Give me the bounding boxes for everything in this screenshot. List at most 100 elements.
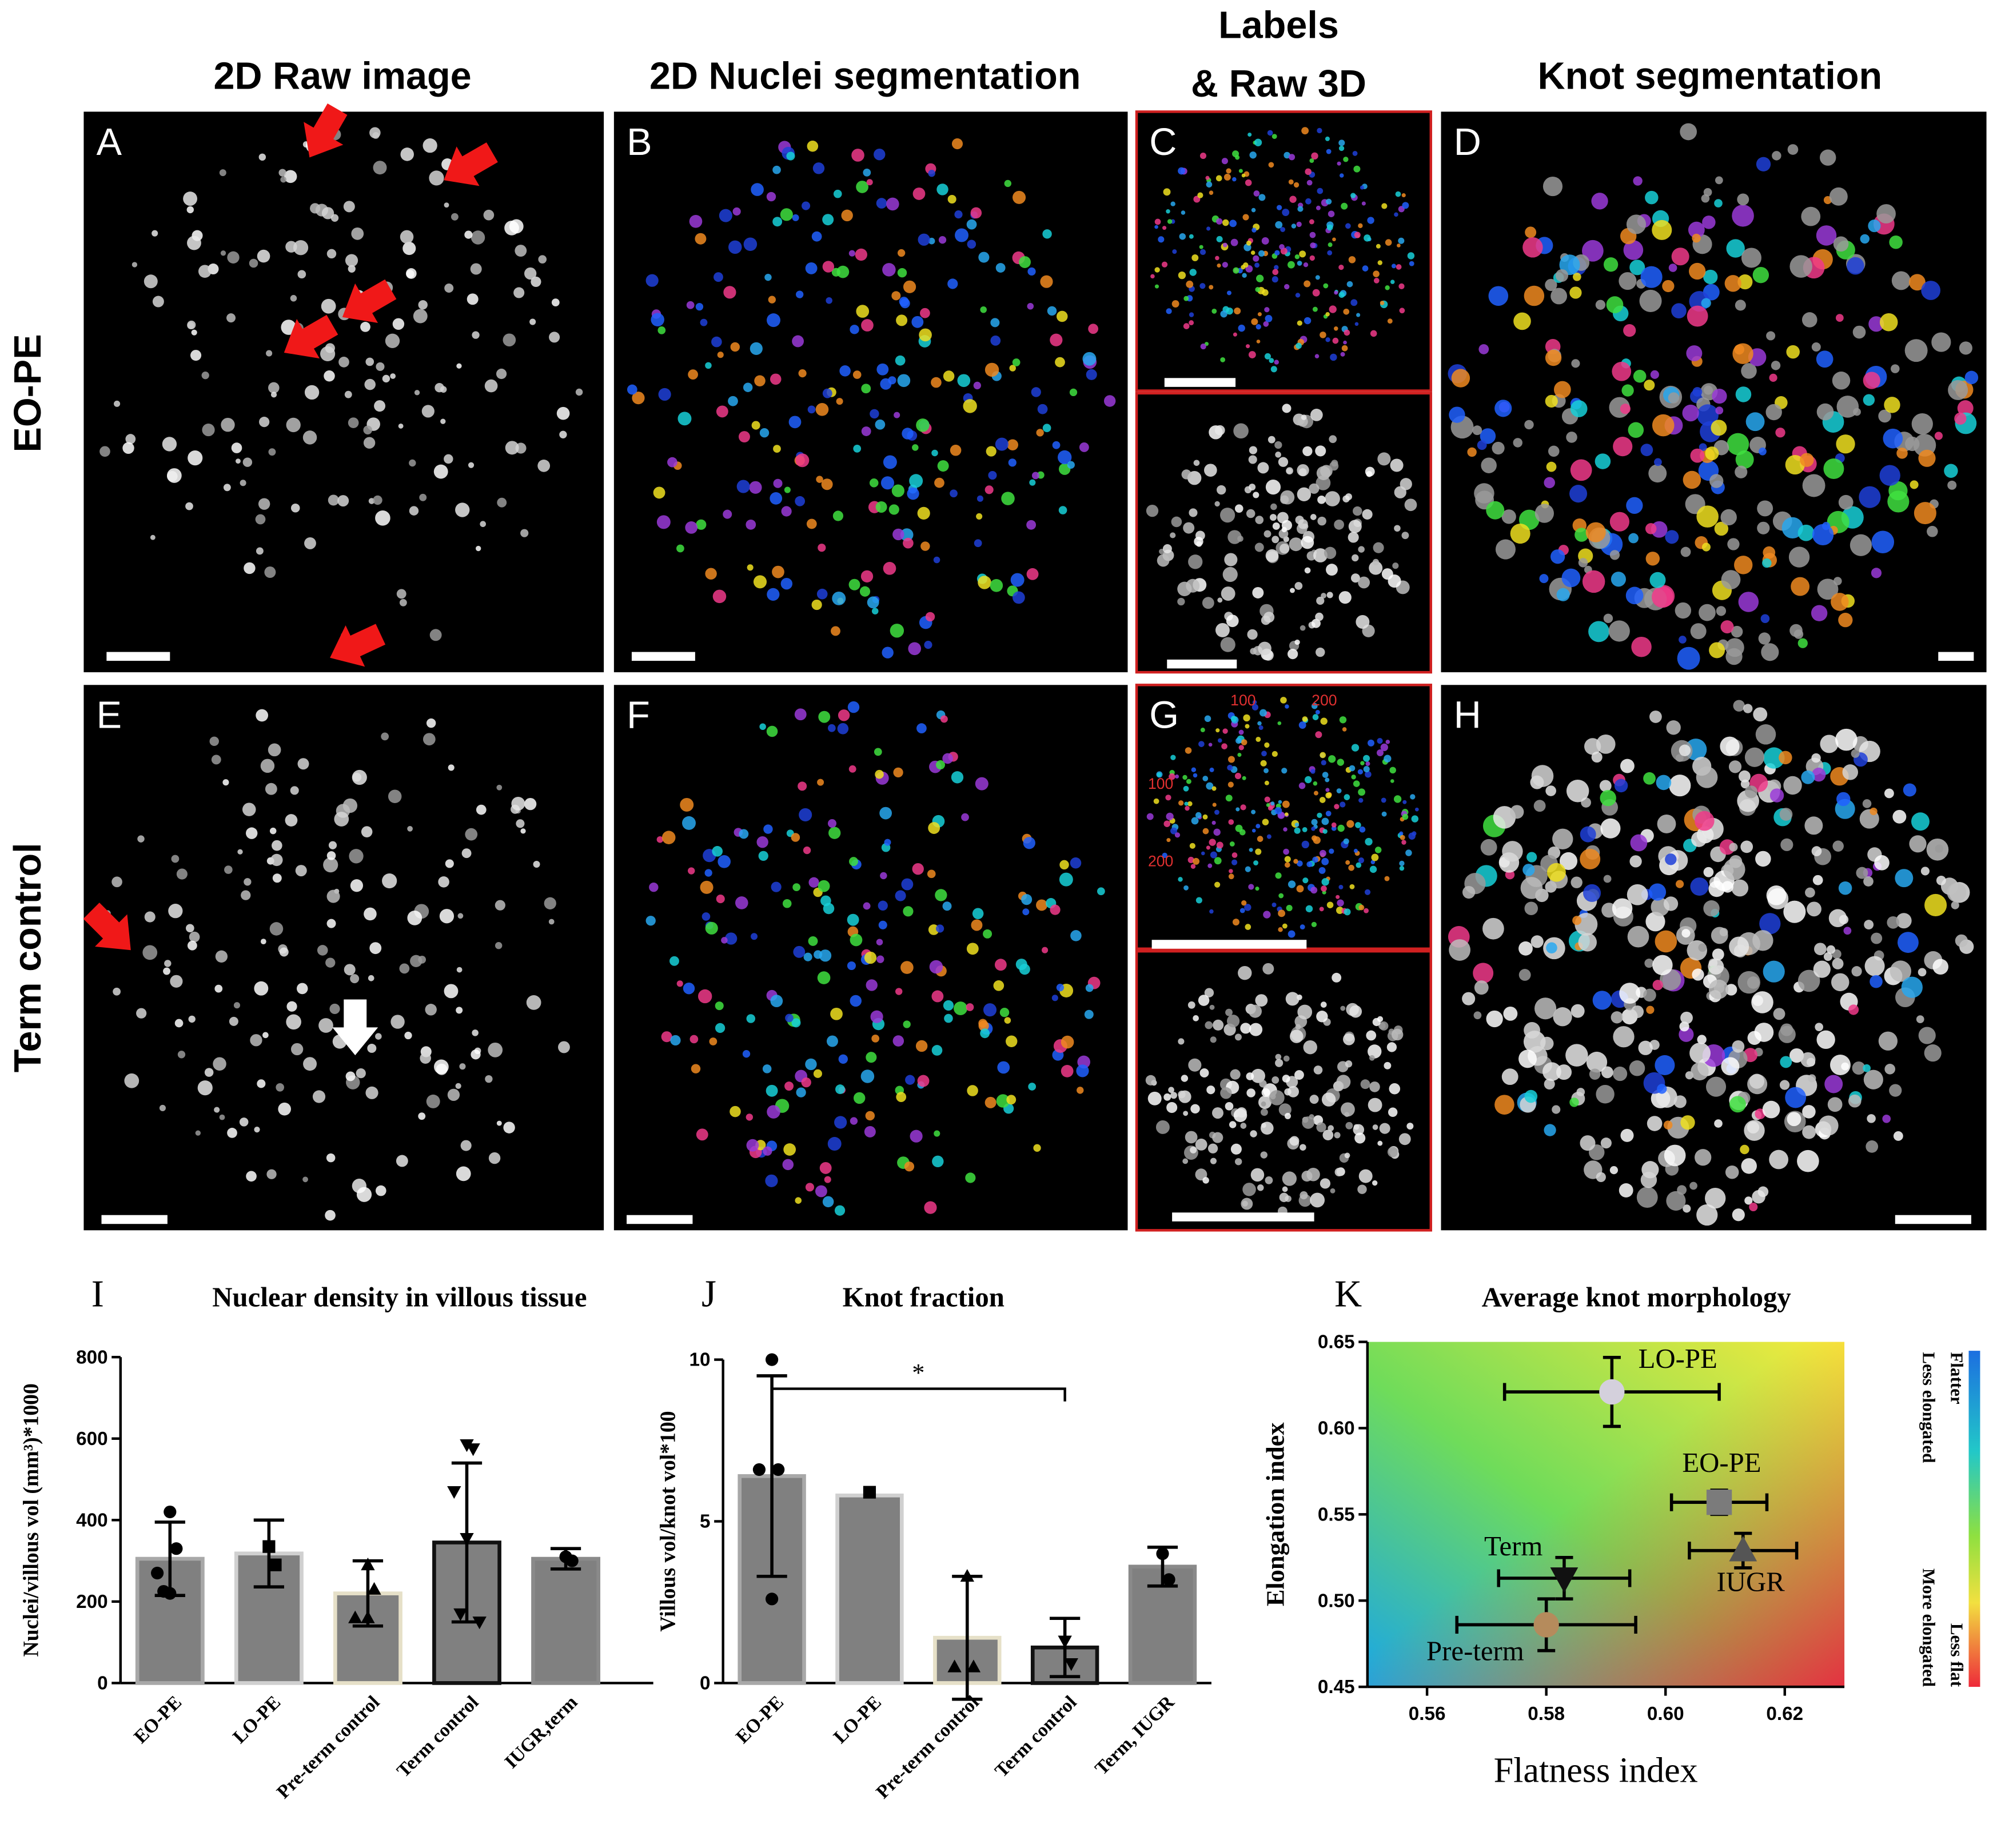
nucleus (328, 841, 337, 849)
nucleus (1882, 1114, 1891, 1123)
nucleus (1210, 1158, 1217, 1164)
nucleus (1544, 477, 1555, 489)
nucleus (1007, 439, 1018, 451)
nucleus (1189, 508, 1198, 517)
nucleus (1569, 485, 1588, 503)
nucleus (817, 779, 824, 786)
y-tick-label: 10 (689, 1350, 710, 1371)
nucleus (773, 445, 781, 453)
nucleus (1008, 458, 1017, 467)
nucleus (1534, 997, 1557, 1020)
nucleus (1282, 800, 1290, 808)
nucleus (1334, 290, 1338, 295)
nucleus (224, 865, 233, 874)
nucleus (496, 1120, 502, 1126)
nucleus (1343, 157, 1349, 162)
nucleus (1332, 337, 1339, 344)
nucleus (1317, 496, 1326, 504)
nucleus (1263, 530, 1271, 538)
nucleus (1569, 286, 1582, 299)
nucleus (1525, 226, 1537, 238)
nucleus (1376, 244, 1381, 249)
nucleus (1206, 226, 1211, 231)
nucleus (1692, 968, 1704, 981)
nucleus (1242, 273, 1247, 278)
nucleus (1242, 776, 1246, 780)
nucleus (1801, 206, 1821, 226)
nucleus (1261, 751, 1267, 757)
nucleus (1158, 236, 1165, 243)
data-point (164, 1505, 177, 1519)
nucleus (220, 250, 226, 256)
nucleus (318, 1018, 333, 1033)
nucleus (903, 537, 914, 549)
nucleus (176, 868, 188, 880)
nucleus (1170, 827, 1177, 835)
nucleus (935, 889, 947, 901)
nucleus (1329, 848, 1334, 854)
nucleus (1228, 873, 1234, 880)
nucleus (1312, 856, 1318, 863)
nucleus (841, 209, 853, 222)
nucleus (1168, 1087, 1174, 1093)
nucleus (1317, 187, 1324, 194)
nucleus (954, 210, 963, 219)
y-tick-label: 0.50 (1318, 1590, 1355, 1611)
nucleus (1627, 925, 1649, 948)
nucleus (1786, 345, 1800, 359)
nucleus (746, 519, 756, 530)
nucleus (290, 786, 299, 795)
nucleus (1696, 505, 1719, 528)
nucleus (1338, 591, 1352, 604)
nucleus (356, 1187, 372, 1202)
nucleus (1344, 908, 1351, 916)
nucleus (1209, 1004, 1215, 1010)
nucleus (1056, 984, 1065, 992)
nucleus (864, 951, 877, 964)
nucleus (1088, 324, 1098, 334)
nucleus (1350, 299, 1358, 306)
nucleus (1918, 449, 1936, 467)
nucleus (1240, 1123, 1247, 1129)
nucleus (1824, 1075, 1843, 1093)
nucleus (903, 280, 916, 293)
nucleus (1255, 737, 1261, 742)
nucleus (1297, 464, 1309, 477)
nucleus (1645, 552, 1660, 566)
nucleus (1671, 303, 1687, 319)
nucleus (1827, 1097, 1843, 1112)
nucleus (920, 541, 930, 551)
nucleus (1293, 859, 1298, 864)
nucleus (838, 1054, 848, 1064)
nucleus (1649, 572, 1666, 588)
nucleus (1789, 255, 1812, 278)
nucleus (1838, 613, 1853, 628)
nucleus (874, 148, 886, 161)
nucleus (1891, 271, 1911, 290)
nucleus (1621, 384, 1634, 397)
nucleus (1301, 127, 1309, 135)
nucleus (1379, 1021, 1389, 1031)
nucleus (1334, 1167, 1344, 1177)
nucleus (903, 906, 914, 917)
nucleus (1067, 461, 1075, 469)
nucleus (1209, 285, 1214, 290)
nucleus (471, 1049, 481, 1060)
nucleus (818, 711, 831, 723)
nucleus (730, 342, 740, 352)
nucleus (1220, 1087, 1232, 1099)
nucleus (1613, 1026, 1635, 1048)
nucleus (916, 418, 930, 432)
nucleus (444, 984, 459, 999)
micrograph-panel (1135, 949, 1432, 1232)
nucleus (1286, 467, 1294, 475)
nucleus (1851, 749, 1860, 758)
nucleus (240, 480, 246, 486)
nucleus (1254, 138, 1262, 146)
nucleus (1708, 959, 1724, 975)
nucleus (682, 816, 696, 830)
x-tick-label: Term, IUGR (1091, 1691, 1179, 1779)
nucleus (1401, 840, 1406, 845)
nucleus (1494, 1095, 1514, 1115)
nucleus (1762, 558, 1772, 568)
